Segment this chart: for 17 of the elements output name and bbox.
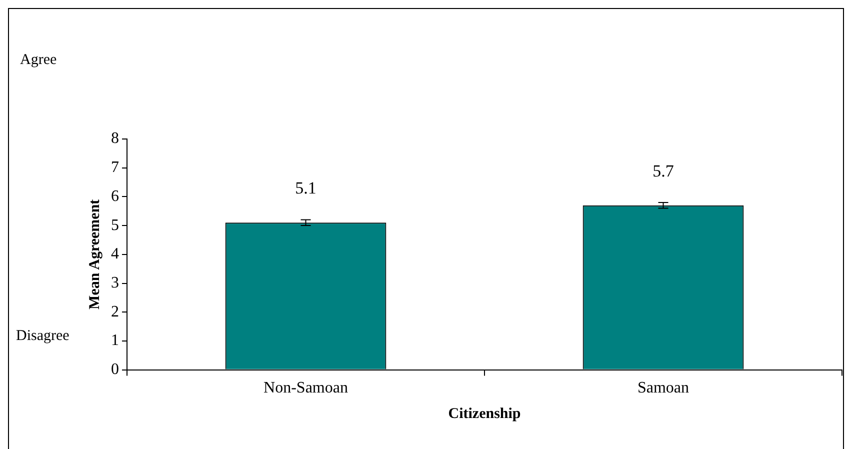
data-label: 5.1	[295, 178, 316, 198]
y-tick-label: 4	[111, 246, 119, 263]
y-axis-title: Mean Agreement	[86, 199, 103, 310]
y-tick-label: 5	[111, 216, 119, 234]
y-tick-label: 8	[111, 130, 119, 148]
text: Disagree	[16, 328, 70, 345]
data-label: 5.7	[652, 161, 674, 180]
y-tick-label: 2	[111, 303, 119, 320]
y-tick-label: 7	[111, 159, 119, 176]
y-tick-label: 3	[111, 274, 119, 292]
x-tick-label: Samoan	[637, 380, 690, 397]
x-axis-title: Citizenship	[448, 406, 521, 422]
y-tick-label: 1	[111, 332, 119, 350]
x-tick-label: Non-Samoan	[264, 380, 348, 397]
y-tick-label: 6	[111, 188, 119, 205]
text: Agree	[20, 52, 57, 69]
y-tick-label: 0	[111, 361, 119, 378]
